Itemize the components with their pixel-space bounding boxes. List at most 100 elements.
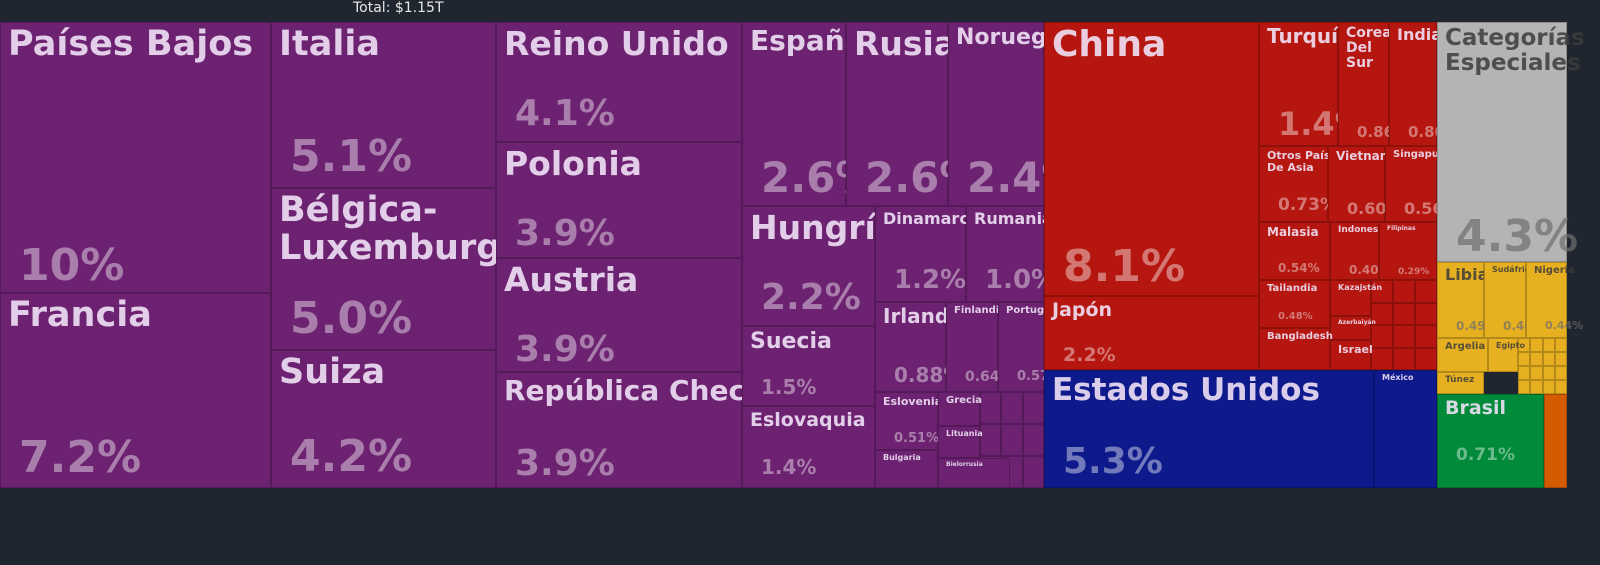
cell-label: Tailandia <box>1267 283 1318 294</box>
treemap-cell-nigeria[interactable]: Nigeria 0.44% <box>1526 262 1583 338</box>
treemap-minor-cell <box>1415 280 1437 303</box>
cell-label: Grecia <box>946 395 983 406</box>
cell-label: México <box>1382 373 1414 382</box>
treemap-minor-cell <box>1542 380 1555 394</box>
treemap-cell-otros-paises-de-asia[interactable]: Otros Países De Asia 0.73% <box>1259 146 1344 222</box>
treemap-minor-cell <box>1530 338 1543 352</box>
treemap-cell-mexico[interactable]: México <box>1374 370 1437 488</box>
treemap-cell-argelia[interactable]: Argelia <box>1437 338 1488 372</box>
treemap-cell-paises-bajos[interactable]: Países Bajos 10% <box>0 22 271 293</box>
cell-share: 5.0% <box>290 293 413 344</box>
cell-share: 2.2% <box>761 277 861 318</box>
treemap-cell-portugal[interactable]: Portugal 0.57% <box>998 302 1062 392</box>
treemap-minor-cell <box>1022 392 1044 424</box>
treemap-minor-cell <box>1393 280 1415 303</box>
treemap-cell-corea-del-sur[interactable]: Corea Del Sur 0.86% <box>1338 22 1409 146</box>
treemap-cell-azerbaiyan[interactable]: Azerbaiyán <box>1330 316 1376 340</box>
treemap-cell-kazajstan[interactable]: Kazajstán <box>1330 280 1382 316</box>
treemap-cell-polonia[interactable]: Polonia 3.9% <box>496 142 742 258</box>
treemap-cell-austria[interactable]: Austria 3.9% <box>496 258 742 372</box>
cell-label: Portugal <box>1006 305 1055 316</box>
treemap-cell-sudafrica[interactable]: Sudáfrica 0.46% <box>1484 262 1545 338</box>
treemap-cell-francia[interactable]: Francia 7.2% <box>0 293 271 488</box>
treemap-cell-libia[interactable]: Libia 0.49% <box>1437 262 1498 338</box>
cell-share: 3.9% <box>515 213 615 254</box>
treemap-minor-cell <box>1554 352 1567 366</box>
treemap-cell-republica-checa[interactable]: República Checa 3.9% <box>496 372 764 488</box>
cell-label: Francia <box>8 295 152 335</box>
treemap-cell-eslovaquia[interactable]: Eslovaquia 1.4% <box>742 406 875 488</box>
treemap-cell-israel[interactable]: Israel <box>1330 340 1373 370</box>
treemap-cell-suiza[interactable]: Suiza 4.2% <box>271 350 496 488</box>
cell-label: Finlandia <box>954 305 1007 316</box>
treemap-minor-cell <box>1542 338 1555 352</box>
treemap-cell-oceania[interactable] <box>1544 394 1567 488</box>
treemap-cell-indonesia[interactable]: Indonesia 0.40% <box>1330 222 1391 280</box>
treemap-cell-vietnam[interactable]: Vietnam 0.60% <box>1328 146 1403 222</box>
cell-label: Brasil <box>1445 397 1507 419</box>
treemap-cell-irlanda[interactable]: Irlanda 0.88% <box>875 302 963 392</box>
cell-label: Argelia <box>1445 341 1486 352</box>
cell-share: 0.71% <box>1456 445 1515 465</box>
treemap-cell-japon[interactable]: Japón 2.2% <box>1044 296 1259 370</box>
treemap-cell-brasil[interactable]: Brasil 0.71% <box>1437 394 1544 488</box>
cell-share: 1.4% <box>761 455 817 479</box>
treemap-cell-eslovenia[interactable]: Eslovenia 0.51% <box>875 392 942 450</box>
cell-share: 4.1% <box>515 93 615 134</box>
treemap-cell-bangladesh[interactable]: Bangladesh <box>1259 328 1333 370</box>
treemap-minor-cell <box>1415 325 1437 348</box>
treemap-minor-cell <box>1001 392 1023 424</box>
cell-share: 5.3% <box>1063 441 1163 482</box>
cell-label: Irlanda <box>883 304 963 328</box>
treemap-cell-tailandia[interactable]: Tailandia 0.48% <box>1259 280 1330 328</box>
treemap-cell-hungria[interactable]: Hungría 2.2% <box>742 206 898 326</box>
cell-label: Filipinas <box>1387 225 1416 232</box>
cell-label: Rumania <box>974 209 1053 228</box>
cell-label: Japón <box>1052 299 1113 321</box>
treemap-cell-reino-unido[interactable]: Reino Unido 4.1% <box>496 22 742 142</box>
treemap-cell-noruega[interactable]: Noruega 2.4% <box>948 22 1083 206</box>
cell-label: Singapur <box>1393 149 1444 160</box>
treemap: Países Bajos 10% Francia 7.2% Italia 5.1% Bélg… <box>0 22 1600 498</box>
cell-share: 5.1% <box>290 131 413 182</box>
treemap-minor-cell <box>980 392 1002 424</box>
cell-share: 0.44% <box>1545 319 1584 332</box>
treemap-cell-rumania[interactable]: Rumania 1.0% <box>966 206 1057 302</box>
treemap-minor-cell <box>1415 302 1437 325</box>
treemap-cell-italia[interactable]: Italia 5.1% <box>271 22 496 188</box>
treemap-cell-malasia[interactable]: Malasia 0.54% <box>1259 222 1330 280</box>
cell-share: 3.9% <box>515 329 615 370</box>
cell-label: Egipto <box>1496 341 1525 350</box>
treemap-cell-categorias-especiales[interactable]: Categorías Especiales 4.3% <box>1437 22 1585 262</box>
treemap-minor-cell <box>1393 347 1415 370</box>
treemap-minor-cell <box>1554 380 1567 394</box>
treemap-minor-cell <box>1022 424 1044 456</box>
treemap-cell-india[interactable]: India 0.80% <box>1389 22 1460 146</box>
treemap-cell-singapur[interactable]: Singapur 0.56% <box>1385 146 1460 222</box>
treemap-cell-estados-unidos[interactable]: Estados Unidos 5.3% <box>1044 370 1374 488</box>
treemap-cell-egipto[interactable]: Egipto <box>1488 338 1525 372</box>
treemap-minor-cell <box>1371 347 1393 370</box>
treemap-cell-bielorrusia[interactable]: Bielorrusia <box>938 458 1010 488</box>
treemap-minor-cell <box>1530 352 1543 366</box>
treemap-cell-espana[interactable]: España 2.6% <box>742 22 877 206</box>
treemap-cell-dinamarca[interactable]: Dinamarca 1.2% <box>875 206 980 302</box>
treemap-cell-turquia[interactable]: Turquía 1.4% <box>1259 22 1367 146</box>
treemap-cell-rusia[interactable]: Rusia 2.6% <box>846 22 981 206</box>
treemap-minor-cell <box>1393 302 1415 325</box>
treemap-cell-lituania[interactable]: Lituania <box>938 426 983 458</box>
treemap-minor-cell <box>1518 366 1531 380</box>
treemap-cell-suecia[interactable]: Suecia 1.5% <box>742 326 875 406</box>
treemap-cell-belgica-luxemburgo[interactable]: Bélgica- Luxemburgo 5.0% <box>271 188 525 350</box>
treemap-cell-filipinas[interactable]: Filipinas 0.29% <box>1379 222 1437 280</box>
treemap-cell-grecia[interactable]: Grecia <box>938 392 983 426</box>
treemap-cell-finlandia[interactable]: Finlandia 0.64% <box>946 302 1014 392</box>
cell-share: 2.2% <box>1063 344 1116 366</box>
treemap-cell-tunez[interactable]: Túnez <box>1437 372 1484 394</box>
cell-label: Azerbaiyán <box>1338 319 1376 326</box>
treemap-minor-cell <box>1530 366 1543 380</box>
cell-share: 0.51% <box>894 431 940 446</box>
treemap-cell-china[interactable]: China 8.1% <box>1044 22 1259 296</box>
treemap-cell-bulgaria[interactable]: Bulgaria <box>875 450 938 488</box>
cell-label: Sudáfrica <box>1492 265 1535 274</box>
